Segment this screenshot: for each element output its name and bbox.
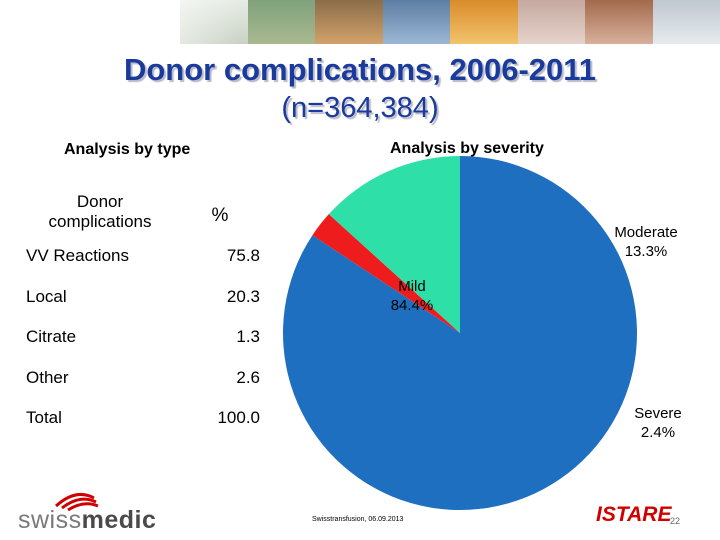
banner-photo-5 bbox=[450, 0, 518, 44]
pie-label-moderate-value: 13.3% bbox=[624, 243, 668, 260]
pie-label-mild-value: 84.4% bbox=[390, 297, 434, 314]
table-row-name: VV Reactions bbox=[26, 246, 129, 265]
pie-slice-mild bbox=[282, 156, 637, 511]
istare-brand: ISTARE bbox=[596, 503, 672, 526]
pie-label-severe-name: Severe bbox=[634, 405, 682, 422]
table-row-value: 20.3 bbox=[226, 287, 260, 306]
pie-label-moderate: Moderate 13.3% bbox=[606, 223, 686, 261]
table-row-value: 2.6 bbox=[236, 368, 260, 387]
banner-photo-8 bbox=[652, 0, 720, 44]
banner-photo-6 bbox=[517, 0, 585, 44]
table-row-value: 100.0 bbox=[217, 408, 260, 427]
type-analysis-heading: Analysis by type bbox=[64, 141, 191, 158]
table-header-pct: % bbox=[211, 205, 229, 226]
pie-slice-moderate bbox=[328, 156, 460, 333]
pie-label-moderate-name: Moderate bbox=[614, 224, 678, 241]
table-row-name: Total bbox=[26, 408, 62, 427]
logo-text-bold: medic bbox=[81, 506, 157, 534]
page-number: 22 bbox=[670, 516, 681, 526]
pie-label-mild-name: Mild bbox=[398, 278, 426, 295]
severity-analysis-heading: Analysis by severity bbox=[390, 140, 544, 157]
pie-label-severe-value: 2.4% bbox=[640, 424, 676, 441]
table-row-value: 1.3 bbox=[236, 327, 260, 346]
table-row-value: 75.8 bbox=[226, 246, 260, 265]
header-banner bbox=[180, 0, 720, 44]
table-row-name: Other bbox=[26, 368, 69, 387]
pie-label-severe: Severe 2.4% bbox=[618, 404, 698, 442]
table-row-name: Citrate bbox=[26, 327, 77, 346]
table-row-name: Local bbox=[26, 287, 67, 306]
logo-text-light: swiss bbox=[18, 506, 82, 534]
banner-photo-2 bbox=[247, 0, 315, 44]
banner-photo-7 bbox=[585, 0, 653, 44]
table-header-name: Donor complications bbox=[48, 192, 152, 231]
footer-note: Swisstransfusion, 06.09.2013 bbox=[312, 516, 404, 523]
slide-subtitle: (n=364,384) bbox=[281, 92, 439, 124]
swissmedic-logo-icon bbox=[54, 492, 99, 512]
swissmedic-logo-text: swissmedic bbox=[18, 506, 156, 535]
banner-fade bbox=[120, 0, 240, 44]
banner-photo-4 bbox=[382, 0, 450, 44]
pie-slice-severe bbox=[312, 214, 460, 333]
banner-photo-3 bbox=[315, 0, 383, 44]
slide-title: Donor complications, 2006-2011 bbox=[123, 52, 597, 87]
pie-label-mild: Mild 84.4% bbox=[382, 277, 442, 315]
